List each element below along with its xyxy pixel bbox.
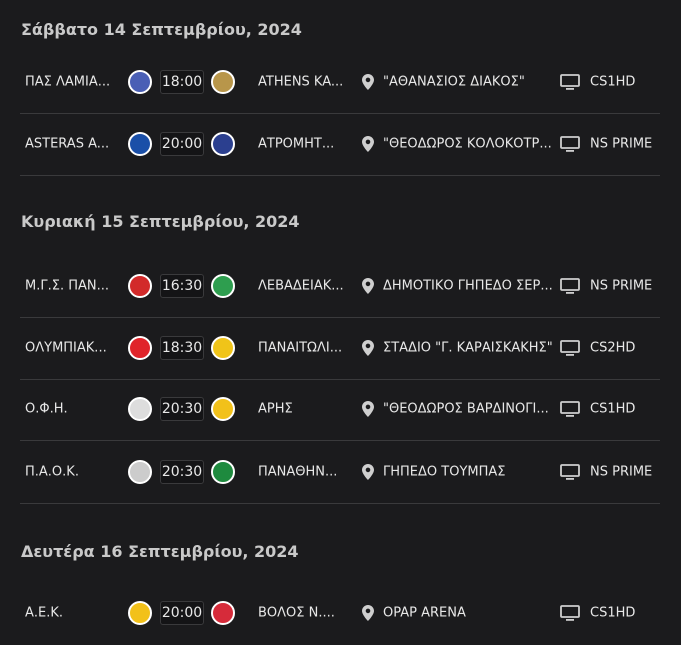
day-header: Σάββατο 14 Σεπτεμβρίου, 2024 xyxy=(21,20,302,39)
match-time: 18:00 xyxy=(160,70,204,94)
match-row[interactable]: Ο.Φ.Η. 20:30 ΑΡΗΣ "ΘΕΟΔΩΡΟΣ ΒΑΡΔΙΝΟΓΙ...… xyxy=(20,378,660,441)
tv-channel: CS1HD xyxy=(590,74,636,90)
home-team[interactable]: Ο.Φ.Η. xyxy=(25,401,68,417)
day-header: Κυριακή 15 Σεπτεμβρίου, 2024 xyxy=(21,212,300,231)
match-time: 20:00 xyxy=(160,601,204,625)
venue: OPAP ARENA xyxy=(383,605,466,621)
match-row[interactable]: Μ.Γ.Σ. ΠΑΝ... 16:30 ΛΕΒΑΔΕΙΑΚ... ΔΗΜΟΤΙΚ… xyxy=(20,255,660,318)
tv-icon xyxy=(560,401,580,417)
match-time: 16:30 xyxy=(160,274,204,298)
away-team[interactable]: ΑΤΡΟΜΗΤ... xyxy=(258,136,335,152)
location-pin-icon xyxy=(362,278,374,294)
home-team-logo xyxy=(128,132,152,156)
tv-icon xyxy=(560,464,580,480)
venue: ΓΗΠΕΔΟ ΤΟΥΜΠΑΣ xyxy=(383,464,506,480)
home-team-logo xyxy=(128,397,152,421)
tv-icon xyxy=(560,340,580,356)
tv-channel: CS1HD xyxy=(590,605,636,621)
tv-icon xyxy=(560,74,580,90)
away-team-logo xyxy=(211,336,235,360)
away-team-logo xyxy=(211,274,235,298)
away-team-logo xyxy=(211,397,235,421)
match-time: 20:00 xyxy=(160,132,204,156)
home-team-logo xyxy=(128,70,152,94)
location-pin-icon xyxy=(362,136,374,152)
away-team-logo xyxy=(211,132,235,156)
home-team[interactable]: ΠΑΣ ΛΑΜΙΑ... xyxy=(25,74,111,90)
location-pin-icon xyxy=(362,464,374,480)
tv-channel: NS PRIME xyxy=(590,464,653,480)
venue: "ΑΘΑΝΑΣΙΟΣ ΔΙΑΚΟΣ" xyxy=(383,74,525,90)
tv-channel: CS2HD xyxy=(590,340,636,356)
home-team[interactable]: Μ.Γ.Σ. ΠΑΝ... xyxy=(25,278,109,294)
tv-channel: NS PRIME xyxy=(590,136,653,152)
venue: "ΘΕΟΔΩΡΟΣ ΚΟΛΟΚΟΤΡ... xyxy=(383,136,552,152)
away-team[interactable]: ΑΡΗΣ xyxy=(258,401,293,417)
match-time: 20:30 xyxy=(160,397,204,421)
away-team-logo xyxy=(211,601,235,625)
location-pin-icon xyxy=(362,74,374,90)
away-team[interactable]: ΠΑΝΑΘΗΝ... xyxy=(258,464,338,480)
venue: "ΘΕΟΔΩΡΟΣ ΒΑΡΔΙΝΟΓΙ... xyxy=(383,401,549,417)
home-team-logo xyxy=(128,460,152,484)
tv-channel: NS PRIME xyxy=(590,278,653,294)
match-row[interactable]: ASTERAS A... 20:00 ΑΤΡΟΜΗΤ... "ΘΕΟΔΩΡΟΣ … xyxy=(20,113,660,176)
match-row[interactable]: ΠΑΣ ΛΑΜΙΑ... 18:00 ATHENS KA... "ΑΘΑΝΑΣΙ… xyxy=(20,51,660,114)
home-team-logo xyxy=(128,601,152,625)
venue: ΔΗΜΟΤΙΚΟ ΓΗΠΕΔΟ ΣΕΡ... xyxy=(383,278,553,294)
home-team-logo xyxy=(128,274,152,298)
away-team-logo xyxy=(211,460,235,484)
home-team[interactable]: ASTERAS A... xyxy=(25,136,110,152)
home-team[interactable]: Π.Α.Ο.Κ. xyxy=(25,464,79,480)
away-team[interactable]: ATHENS KA... xyxy=(258,74,344,90)
home-team[interactable]: Α.Ε.Κ. xyxy=(25,605,64,621)
match-time: 18:30 xyxy=(160,336,204,360)
tv-icon xyxy=(560,605,580,621)
match-row[interactable]: Α.Ε.Κ. 20:00 ΒΟΛΟΣ Ν.... OPAP ARENA CS1H… xyxy=(20,582,660,644)
venue: ΣΤΑΔΙΟ "Γ. ΚΑΡΑΙΣΚΑΚΗΣ" xyxy=(383,340,553,356)
away-team[interactable]: ΛΕΒΑΔΕΙΑΚ... xyxy=(258,278,344,294)
match-row[interactable]: Π.Α.Ο.Κ. 20:30 ΠΑΝΑΘΗΝ... ΓΗΠΕΔΟ ΤΟΥΜΠΑΣ… xyxy=(20,441,660,504)
location-pin-icon xyxy=(362,605,374,621)
away-team-logo xyxy=(211,70,235,94)
location-pin-icon xyxy=(362,340,374,356)
away-team[interactable]: ΒΟΛΟΣ Ν.... xyxy=(258,605,335,621)
tv-channel: CS1HD xyxy=(590,401,636,417)
match-row[interactable]: ΟΛΥΜΠΙΑΚ... 18:30 ΠΑΝΑΙΤΩΛΙ... ΣΤΑΔΙΟ "Γ… xyxy=(20,317,660,380)
match-time: 20:30 xyxy=(160,460,204,484)
home-team-logo xyxy=(128,336,152,360)
tv-icon xyxy=(560,278,580,294)
day-header: Δευτέρα 16 Σεπτεμβρίου, 2024 xyxy=(21,542,299,561)
tv-icon xyxy=(560,136,580,152)
location-pin-icon xyxy=(362,401,374,417)
home-team[interactable]: ΟΛΥΜΠΙΑΚ... xyxy=(25,340,107,356)
away-team[interactable]: ΠΑΝΑΙΤΩΛΙ... xyxy=(258,340,343,356)
